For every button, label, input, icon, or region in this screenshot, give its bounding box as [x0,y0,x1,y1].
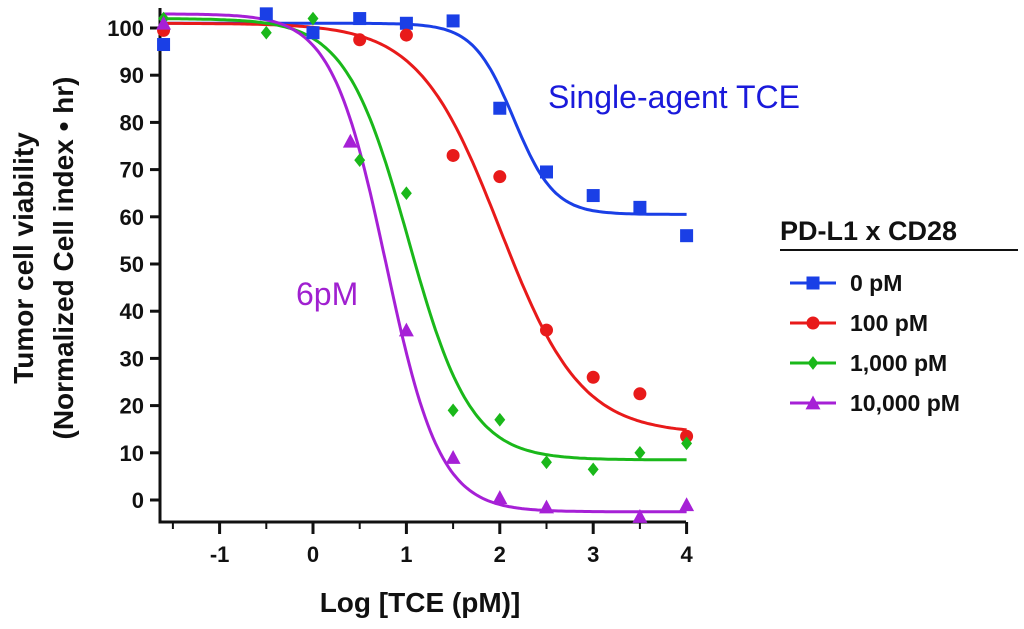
legend-label: 1,000 pM [850,350,947,376]
legend-item: 0 pM [790,270,902,296]
data-point [445,450,461,464]
data-point [541,455,552,470]
x-axis-ticks: -1 0 1 2 3 4 [171,522,693,567]
data-point [399,28,413,42]
x-tick-label: -1 [210,542,230,567]
legend-items: 0 pM 100 pM 1,000 pM 10,000 pM [790,270,960,416]
data-point [446,14,460,28]
data-points [156,7,695,523]
y-tick-label: 30 [120,346,144,371]
legend-title: PD-L1 x CD28 [780,216,957,246]
data-point [398,322,414,337]
legend: PD-L1 x CD28 0 pM 100 pM 1,000 pM 10,000 pM [780,216,1018,416]
data-point [540,165,553,179]
y-tick-label: 50 [120,252,144,277]
y-axis-title: Tumor cell viability [8,132,39,384]
x-tick-label: 4 [680,542,693,567]
data-point [307,11,319,26]
fit-curves [163,12,687,514]
legend-item: 100 pM [790,310,928,336]
legend-label: 10,000 pM [850,390,960,416]
data-point [680,229,694,243]
x-tick-label: 3 [587,542,599,567]
x-axis-title: Log [TCE (pM)] [320,587,521,618]
data-point [587,462,599,477]
data-point [399,16,413,30]
data-point [342,133,358,148]
data-point [493,170,507,184]
data-point [260,25,272,40]
data-point [681,436,693,451]
fit-curve [163,17,687,462]
y-tick-label: 70 [120,158,144,183]
data-point [306,26,320,40]
legend-swatch-marker [807,356,819,370]
data-point [446,148,460,162]
data-point [447,403,459,418]
data-point [633,200,647,214]
data-point [157,38,171,52]
fit-curve [163,21,687,216]
y-tick-label: 100 [107,16,144,41]
legend-label: 100 pM [850,310,928,336]
data-point [353,12,367,26]
data-point [586,370,600,384]
data-point [493,101,507,115]
x-tick-label: 2 [494,542,506,567]
y-tick-label: 0 [132,488,144,513]
y-axis-title-units: (Normalized Cell index • hr) [48,77,79,440]
data-point [539,499,554,514]
data-point [586,189,600,203]
data-point [492,490,508,504]
legend-swatch-marker [805,395,821,410]
x-tick-label: 1 [400,542,412,567]
data-point [540,323,553,337]
y-tick-label: 60 [120,205,144,230]
x-tick-label: 0 [307,542,319,567]
y-tick-label: 10 [120,441,144,466]
annotation-single-agent: Single-agent TCE [548,79,800,115]
legend-label: 0 pM [850,270,902,296]
data-point [632,509,648,523]
y-tick-label: 20 [120,394,144,419]
data-point [634,445,646,460]
data-point [156,15,172,30]
y-axis-ticks: 0 10 20 30 40 50 60 70 80 90 100 [107,16,160,513]
data-point [680,429,694,443]
y-tick-label: 90 [120,63,144,88]
legend-item: 1,000 pM [790,350,947,376]
data-point [259,7,273,21]
y-tick-label: 40 [120,299,144,324]
data-point [679,497,695,512]
data-point [354,153,366,167]
legend-swatch-marker [806,316,820,330]
data-point [400,186,412,201]
annotation-6pm: 6pM [296,276,358,312]
legend-item: 10,000 pM [790,390,960,416]
data-point [353,33,367,47]
data-point [494,412,506,427]
fit-curve [163,12,687,514]
y-tick-label: 80 [120,110,144,135]
data-point [633,387,647,401]
fit-curve [163,21,687,432]
legend-swatch-marker [806,276,820,290]
